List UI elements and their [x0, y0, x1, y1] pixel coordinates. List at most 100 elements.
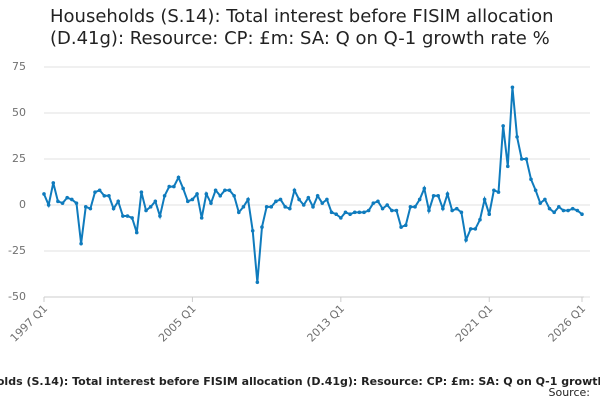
- point: [478, 217, 482, 222]
- point: [436, 194, 441, 198]
- point: [204, 192, 209, 196]
- point: [390, 208, 394, 213]
- point: [79, 241, 83, 246]
- point: [111, 206, 116, 211]
- point: [181, 186, 185, 191]
- point: [134, 230, 139, 235]
- x-tick-label: 2021 Q1: [453, 302, 496, 345]
- point: [408, 205, 413, 209]
- point: [232, 194, 236, 198]
- point: [496, 190, 501, 194]
- point: [399, 225, 403, 229]
- y-tick-label: -50: [8, 290, 26, 303]
- point: [325, 197, 329, 202]
- point: [538, 201, 543, 205]
- point: [60, 201, 65, 205]
- point: [102, 194, 107, 198]
- point: [547, 206, 552, 211]
- point: [413, 205, 417, 209]
- point: [505, 164, 510, 169]
- point: [454, 206, 459, 211]
- y-tick-label: 50: [12, 106, 26, 119]
- point: [297, 197, 301, 202]
- point: [167, 184, 172, 189]
- point: [241, 205, 246, 209]
- y-tick-label: 0: [19, 198, 26, 211]
- point: [473, 227, 478, 231]
- point: [422, 186, 427, 191]
- point: [427, 208, 431, 213]
- point: [417, 197, 422, 202]
- point: [107, 194, 111, 198]
- x-tick-label: 2026 Q1: [546, 302, 589, 345]
- point: [343, 210, 348, 215]
- point: [570, 206, 575, 211]
- point: [255, 280, 260, 285]
- point: [125, 214, 130, 218]
- point: [557, 205, 561, 209]
- point: [250, 228, 255, 233]
- footer-title: Households (S.14): Total interest before…: [0, 375, 600, 388]
- point: [199, 216, 204, 220]
- point: [223, 188, 227, 193]
- point: [70, 197, 74, 202]
- source-label: Source:: [549, 386, 591, 399]
- point: [42, 192, 46, 196]
- point: [492, 188, 496, 193]
- point: [320, 201, 325, 205]
- point: [195, 192, 199, 196]
- point: [185, 199, 190, 204]
- point: [450, 208, 454, 213]
- point: [380, 206, 385, 211]
- point: [306, 195, 311, 200]
- point: [348, 212, 352, 216]
- point: [121, 214, 125, 218]
- point: [311, 205, 315, 209]
- point: [459, 210, 464, 215]
- point: [83, 205, 88, 209]
- point: [366, 208, 371, 213]
- point: [445, 192, 450, 196]
- point: [264, 205, 269, 209]
- point: [376, 199, 380, 204]
- point: [468, 227, 473, 231]
- point: [566, 208, 570, 213]
- point: [501, 124, 505, 128]
- point: [213, 188, 218, 193]
- point: [371, 201, 376, 205]
- point: [227, 188, 232, 193]
- point: [441, 206, 445, 211]
- point: [162, 194, 167, 198]
- point: [515, 135, 519, 139]
- point: [580, 212, 584, 216]
- x-tick-label: 1997 Q1: [8, 302, 51, 345]
- point: [301, 203, 306, 207]
- point: [218, 194, 223, 198]
- point: [533, 188, 538, 193]
- point: [74, 201, 79, 205]
- point: [464, 238, 468, 242]
- point: [148, 205, 153, 209]
- point: [51, 181, 56, 185]
- point: [292, 188, 297, 193]
- point: [269, 205, 274, 209]
- point: [190, 197, 195, 202]
- point: [65, 195, 69, 200]
- point: [339, 216, 343, 220]
- point: [56, 199, 60, 204]
- point: [88, 206, 93, 211]
- point: [236, 210, 241, 215]
- point: [561, 208, 566, 213]
- point: [176, 175, 181, 180]
- point: [144, 208, 148, 213]
- point: [575, 208, 580, 213]
- point: [329, 210, 334, 215]
- point: [93, 190, 97, 194]
- point: [524, 157, 529, 161]
- point: [288, 206, 292, 211]
- point: [403, 223, 408, 228]
- point: [283, 205, 287, 209]
- point: [334, 212, 338, 216]
- point: [543, 197, 547, 202]
